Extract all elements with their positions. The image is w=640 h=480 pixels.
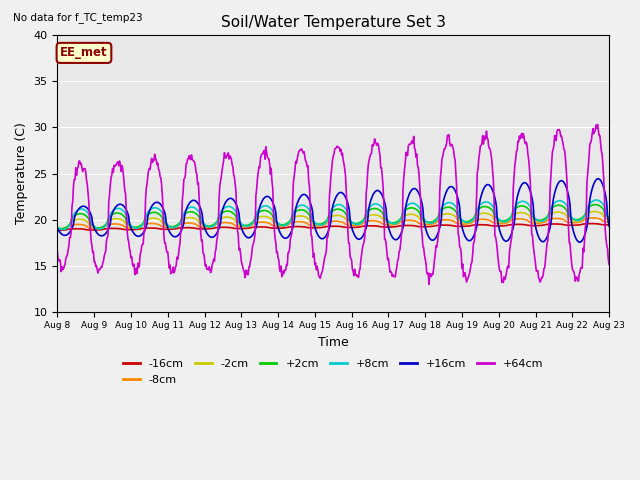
+8cm bbox=[59, 227, 67, 232]
Line: -2cm: -2cm bbox=[58, 212, 609, 228]
+2cm bbox=[326, 211, 333, 217]
Title: Soil/Water Temperature Set 3: Soil/Water Temperature Set 3 bbox=[221, 15, 445, 30]
-2cm bbox=[175, 221, 183, 227]
-2cm bbox=[556, 209, 563, 215]
+2cm bbox=[556, 203, 563, 208]
Line: -16cm: -16cm bbox=[58, 224, 609, 230]
+16cm bbox=[555, 180, 563, 186]
-8cm bbox=[556, 216, 563, 221]
-8cm bbox=[433, 218, 441, 224]
+2cm bbox=[591, 202, 599, 207]
+64cm bbox=[556, 127, 563, 132]
+64cm bbox=[378, 173, 386, 179]
+16cm bbox=[324, 228, 332, 233]
-16cm bbox=[324, 224, 332, 229]
+8cm bbox=[556, 198, 563, 204]
-16cm bbox=[605, 222, 613, 228]
-8cm bbox=[379, 221, 387, 227]
-8cm bbox=[326, 219, 333, 225]
-16cm bbox=[175, 225, 182, 231]
+16cm bbox=[605, 223, 613, 229]
-16cm bbox=[198, 226, 206, 232]
-8cm bbox=[55, 227, 63, 232]
-2cm bbox=[58, 226, 65, 231]
-2cm bbox=[379, 217, 387, 223]
X-axis label: Time: Time bbox=[318, 336, 349, 349]
Y-axis label: Temperature (C): Temperature (C) bbox=[15, 122, 28, 225]
Line: +8cm: +8cm bbox=[58, 200, 609, 229]
Line: +64cm: +64cm bbox=[58, 124, 609, 284]
+64cm bbox=[594, 121, 602, 127]
-8cm bbox=[605, 219, 613, 225]
+2cm bbox=[58, 226, 66, 231]
Text: No data for f_TC_temp23: No data for f_TC_temp23 bbox=[13, 12, 143, 23]
+2cm bbox=[54, 225, 61, 230]
+2cm bbox=[199, 221, 207, 227]
+8cm bbox=[54, 224, 61, 230]
+16cm bbox=[576, 240, 584, 245]
-2cm bbox=[433, 217, 441, 223]
+64cm bbox=[425, 281, 433, 287]
-16cm bbox=[555, 221, 563, 227]
+16cm bbox=[198, 212, 206, 217]
-8cm bbox=[199, 224, 207, 230]
+2cm bbox=[605, 215, 613, 221]
-16cm bbox=[54, 228, 61, 233]
+8cm bbox=[199, 220, 207, 226]
+8cm bbox=[592, 197, 600, 203]
-8cm bbox=[589, 215, 597, 221]
+16cm bbox=[175, 232, 182, 238]
+8cm bbox=[175, 221, 183, 227]
+64cm bbox=[324, 228, 332, 233]
-2cm bbox=[54, 225, 61, 231]
+8cm bbox=[326, 213, 333, 219]
+16cm bbox=[378, 192, 386, 198]
+64cm bbox=[433, 240, 441, 246]
Legend: -16cm, -8cm, -2cm, +2cm, +8cm, +16cm, +64cm: -16cm, -8cm, -2cm, +2cm, +8cm, +16cm, +6… bbox=[119, 355, 548, 389]
+16cm bbox=[595, 176, 602, 181]
+2cm bbox=[175, 220, 183, 226]
Line: -8cm: -8cm bbox=[58, 218, 609, 229]
-16cm bbox=[588, 221, 595, 227]
+8cm bbox=[379, 206, 387, 212]
+16cm bbox=[54, 225, 61, 231]
+2cm bbox=[379, 211, 387, 217]
+64cm bbox=[198, 237, 206, 243]
-2cm bbox=[326, 215, 333, 221]
+64cm bbox=[605, 262, 613, 267]
-8cm bbox=[54, 226, 61, 232]
-16cm bbox=[433, 223, 440, 228]
+16cm bbox=[433, 233, 440, 239]
-2cm bbox=[199, 223, 207, 228]
+64cm bbox=[54, 249, 61, 255]
-2cm bbox=[605, 217, 613, 223]
+64cm bbox=[175, 252, 182, 258]
+2cm bbox=[433, 215, 441, 221]
Text: EE_met: EE_met bbox=[60, 47, 108, 60]
+8cm bbox=[605, 215, 613, 220]
-8cm bbox=[175, 222, 183, 228]
+8cm bbox=[433, 216, 441, 222]
-2cm bbox=[591, 209, 598, 215]
Line: +16cm: +16cm bbox=[58, 179, 609, 242]
-16cm bbox=[378, 224, 386, 230]
Line: +2cm: +2cm bbox=[58, 204, 609, 228]
